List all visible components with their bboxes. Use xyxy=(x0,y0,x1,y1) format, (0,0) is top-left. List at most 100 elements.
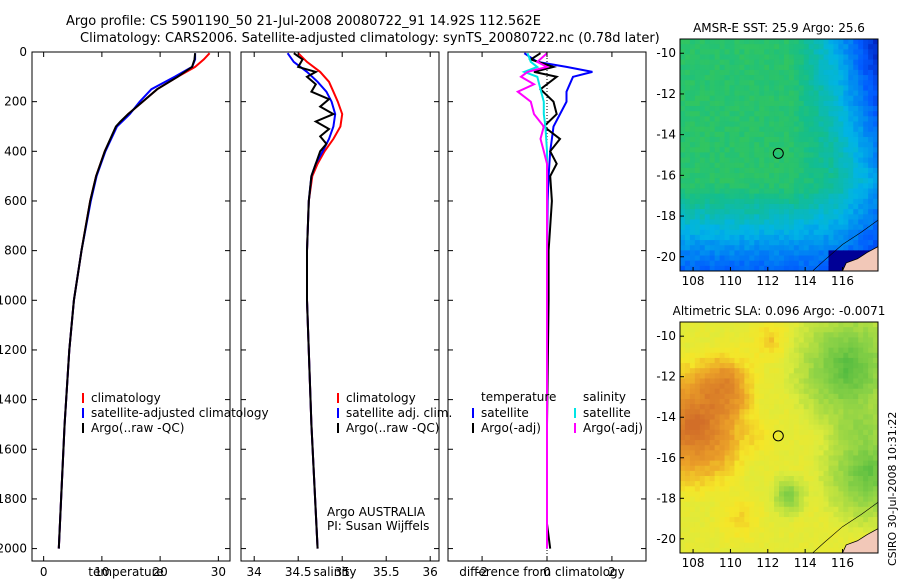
map-cell xyxy=(699,532,706,539)
map-cell xyxy=(873,470,879,477)
map-cell xyxy=(764,470,770,477)
map-cell xyxy=(848,383,854,390)
map-cell xyxy=(853,121,859,128)
map-cell xyxy=(729,547,735,554)
map-cell xyxy=(868,522,874,528)
map-cell xyxy=(774,322,780,328)
map-cell xyxy=(828,173,834,179)
map-cell xyxy=(813,352,820,359)
map-cell xyxy=(684,414,691,421)
map-cell xyxy=(759,59,765,66)
map-cell xyxy=(788,90,795,97)
map-cell xyxy=(853,131,859,138)
map-cell xyxy=(808,419,815,426)
map-cell xyxy=(749,75,755,81)
map-cell xyxy=(863,419,869,426)
map-y-tick-label: -14 xyxy=(656,410,676,424)
map-cell xyxy=(779,363,785,369)
map-cell xyxy=(724,481,730,487)
map-cell xyxy=(873,106,879,112)
map-cell xyxy=(779,373,785,379)
map-cell xyxy=(798,142,805,148)
map-cell xyxy=(779,219,785,226)
map-cell xyxy=(848,506,854,513)
map-cell xyxy=(838,506,844,513)
map-cell xyxy=(704,224,711,231)
map-cell xyxy=(788,393,795,400)
map-cell xyxy=(848,229,854,236)
map-cell xyxy=(823,357,829,364)
map-x-tick-label: 110 xyxy=(719,556,742,570)
map-cell xyxy=(823,455,829,462)
map-cell xyxy=(704,234,711,241)
map-cell xyxy=(749,142,755,148)
map-cell xyxy=(739,193,745,200)
map-cell xyxy=(709,95,716,102)
map-cell xyxy=(684,501,691,508)
map-cell xyxy=(734,409,740,415)
map-cell xyxy=(699,327,706,333)
map-cell xyxy=(699,347,706,354)
map-cell xyxy=(813,44,820,50)
map-cell xyxy=(739,337,745,344)
map-cell xyxy=(823,219,829,226)
map-cell xyxy=(729,404,735,410)
map-cell xyxy=(813,511,820,518)
map-cell xyxy=(684,378,691,385)
map-cell xyxy=(739,157,745,164)
map-cell xyxy=(833,445,839,451)
map-cell xyxy=(739,476,745,482)
map-cell xyxy=(843,131,849,138)
map-cell xyxy=(843,378,849,385)
map-cell xyxy=(873,434,879,441)
map-cell xyxy=(699,193,706,200)
map-cell xyxy=(779,511,785,518)
map-cell xyxy=(709,234,716,241)
map-cell xyxy=(843,460,849,467)
map-cell xyxy=(818,424,825,431)
map-cell xyxy=(709,450,716,456)
map-cell xyxy=(858,347,864,354)
map-cell xyxy=(739,399,745,405)
map-cell xyxy=(749,424,755,431)
map-cell xyxy=(744,147,750,153)
map-cell xyxy=(774,126,780,133)
map-cell xyxy=(798,209,805,215)
map-cell xyxy=(729,162,735,169)
map-cell xyxy=(798,131,805,138)
map-cell xyxy=(739,142,745,148)
map-cell xyxy=(729,419,735,426)
map-cell xyxy=(749,85,755,92)
map-cell xyxy=(803,49,810,55)
map-cell xyxy=(684,64,691,71)
map-cell xyxy=(858,476,864,482)
map-cell xyxy=(744,352,750,359)
map-cell xyxy=(803,470,810,477)
map-cell xyxy=(843,203,849,210)
map-cell xyxy=(779,193,785,200)
map-cell xyxy=(709,440,716,446)
map-cell xyxy=(724,106,730,112)
map-cell xyxy=(803,547,810,554)
map-cell xyxy=(818,147,825,153)
map-cell xyxy=(684,49,691,55)
map-cell xyxy=(853,95,859,102)
map-cell xyxy=(729,240,735,246)
map-cell xyxy=(828,332,834,338)
map-cell xyxy=(734,378,740,385)
map-cell xyxy=(769,90,775,97)
map-cell xyxy=(689,142,696,148)
map-cell xyxy=(749,234,755,241)
map-cell xyxy=(858,460,864,467)
map-cell xyxy=(788,44,795,50)
map-cell xyxy=(803,162,810,169)
map-cell xyxy=(749,157,755,164)
map-cell xyxy=(803,522,810,528)
map-cell xyxy=(779,409,785,415)
map-cell xyxy=(823,157,829,164)
map-cell xyxy=(689,255,696,262)
map-cell xyxy=(788,357,795,364)
map-cell xyxy=(734,322,740,328)
map-cell xyxy=(699,229,706,236)
map-cell xyxy=(803,224,810,231)
